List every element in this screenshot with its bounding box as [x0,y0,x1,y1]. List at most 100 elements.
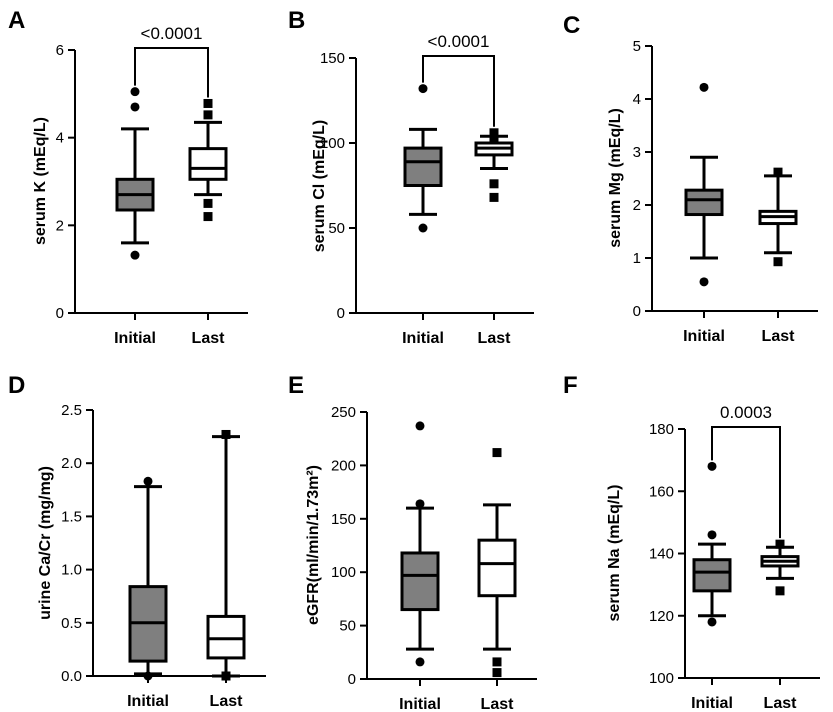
outlier-point [415,499,425,509]
outlier-point [130,87,140,97]
outlier-point [489,128,499,138]
panel-f: F 100 120 140 160 180 Initial Last serum Na (mEq… [563,372,820,712]
outlier-point [775,539,785,549]
panel-d: D 0.0 0.5 1.0 1.5 2.0 2.5 Initial Last urine Ca/C… [8,372,266,710]
panel-b: B 0 50 100 150 Initial Last serum Cl (mEq/L) <0.… [288,7,534,347]
panel-a: A 0 2 4 6 Initial Last serum K (mEq/L) <0.0001 [8,7,248,347]
outlier-point [492,448,502,458]
x-tick-label: Initial [691,695,733,712]
y-tick-label: 0 [633,303,641,320]
outlier-point [707,617,717,627]
y-tick-label: 3 [633,144,641,161]
y-tick-label: 0.5 [61,615,82,632]
outlier-point [418,223,428,233]
significance-bracket [711,426,781,539]
outlier-point [143,476,153,486]
outlier-point [203,110,213,120]
panel-e: E 0 50 100 150 200 250 Initial Last eGFR(ml/min/1… [288,372,537,712]
outlier-point [699,82,709,92]
y-tick-label: 0 [348,671,356,688]
y-axis-label: serum K (mEq/L) [32,117,49,245]
y-tick-label: 1 [633,250,641,267]
y-axis-label: urine Ca/Cr (mg/mg) [37,466,54,620]
y-tick-label: 1.0 [61,562,82,579]
iqr-box [692,558,732,593]
y-tick-label: 5 [633,38,641,55]
x-tick-label: Initial [127,693,169,710]
box-last [474,128,514,202]
y-tick-label: 100 [331,564,356,581]
y-axis-label: serum Cl (mEq/L) [311,120,328,252]
outlier-point [489,135,499,145]
box-last [477,448,517,678]
y-tick-label: 50 [339,618,356,635]
x-tick-label: Initial [114,330,156,347]
y-tick-label: 250 [331,404,356,421]
outlier-point [707,530,717,540]
box-initial [403,84,443,233]
panel-letter: E [288,372,304,399]
box-last [206,429,246,681]
p-value-label: <0.0001 [428,32,490,51]
iqr-box [403,146,443,188]
outlier-point [415,657,425,667]
y-tick-label: 2 [633,197,641,214]
significance-bracket [422,55,495,127]
outlier-point [707,461,717,471]
y-tick-label: 0 [337,305,345,322]
y-tick-label: 0.0 [61,668,82,685]
panel-letter: D [8,372,25,399]
iqr-box [400,551,440,612]
y-tick-label: 2 [56,217,64,234]
panel-letter: C [563,12,580,39]
outlier-point [203,98,213,108]
y-tick-label: 6 [56,42,64,59]
outlier-point [775,586,785,596]
y-tick-label: 150 [320,50,345,67]
panel-letter: F [563,372,578,399]
y-tick-label: 50 [328,220,345,237]
outlier-point [221,429,231,439]
box-initial [692,461,732,627]
outlier-point [489,192,499,202]
y-tick-label: 120 [649,608,674,625]
y-axis-label: serum Na (mEq/L) [606,485,623,622]
iqr-box [684,188,724,217]
y-tick-label: 2.5 [61,402,82,419]
y-tick-label: 2.0 [61,455,82,472]
outlier-point [130,250,140,260]
p-value-label: <0.0001 [141,24,203,43]
box-initial [128,476,168,681]
box-initial [115,87,155,260]
significance-bracket [134,47,209,98]
y-tick-label: 100 [320,135,345,152]
outlier-point [221,671,231,681]
x-tick-label: Initial [683,328,725,345]
outlier-point [773,257,783,267]
x-tick-label: Last [764,695,798,712]
y-tick-label: 180 [649,421,674,438]
y-axis-label: eGFR(ml/min/1.73m²) [305,465,322,625]
outlier-point [130,102,140,112]
box-last [760,539,800,596]
y-tick-label: 100 [649,670,674,687]
iqr-box [206,614,246,660]
outlier-point [143,671,153,681]
box-last [188,98,228,222]
outlier-point [203,198,213,208]
y-axis-label: serum Mg (mEq/L) [607,108,624,248]
outlier-point [773,167,783,177]
x-tick-label: Last [762,328,796,345]
iqr-box [188,147,228,181]
outlier-point [489,179,499,189]
box-last [758,167,798,267]
panel-letter: A [8,7,25,34]
y-tick-label: 160 [649,483,674,500]
outlier-point [203,212,213,222]
y-tick-label: 200 [331,457,356,474]
x-tick-label: Last [210,693,244,710]
box-initial [684,82,724,287]
y-tick-label: 4 [56,130,64,147]
outlier-point [418,84,428,94]
